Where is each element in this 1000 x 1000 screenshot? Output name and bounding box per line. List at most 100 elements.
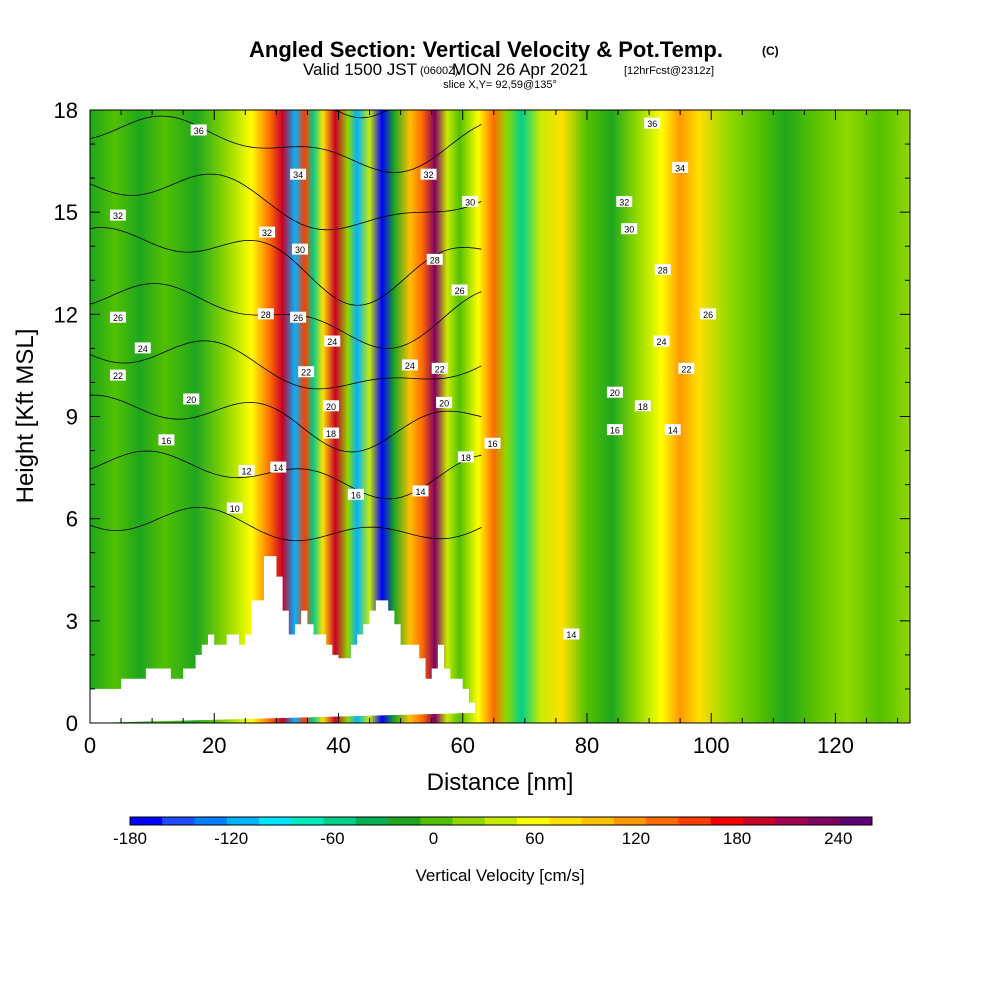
theta-contour-22 <box>90 173 482 231</box>
contour-label-box <box>257 308 274 320</box>
colorbar-swatch <box>613 817 647 825</box>
colorbar-swatch <box>549 817 582 825</box>
colorbar-swatch <box>162 817 195 825</box>
contour-label-box <box>109 311 126 323</box>
colorbar-swatch <box>678 817 711 825</box>
theta-contour-18 <box>90 283 482 349</box>
colorbar-swatch <box>742 817 776 825</box>
contour-labels: 36 32 26 24 22 20 16 12 10 14 34 32 30 28 26 24 22 20 18 16… <box>109 117 717 640</box>
colorbar-swatch <box>581 817 615 825</box>
contour-label: 26 <box>455 286 465 296</box>
colorbar-swatch <box>323 817 357 825</box>
contour-label: 30 <box>465 197 475 207</box>
contour-label-box <box>654 264 671 276</box>
contour-label-box <box>347 488 364 500</box>
contour-label-box <box>290 311 307 323</box>
colorbar-swatch <box>517 817 550 825</box>
x-tick-label: 60 <box>450 733 474 758</box>
terrain <box>90 556 482 723</box>
contour-label-box <box>183 393 200 405</box>
x-tick-label: 0 <box>84 733 96 758</box>
colorbar-swatch <box>839 817 873 825</box>
velocity-field-rect <box>90 110 910 723</box>
contour-label: 32 <box>113 211 123 221</box>
contour-label-box <box>644 117 661 129</box>
x-tick-label: 80 <box>575 733 599 758</box>
contour-label: 18 <box>638 402 648 412</box>
colorbar-tick-label: -120 <box>214 829 248 848</box>
contour-label-box <box>451 284 468 296</box>
contour-label-box <box>270 461 287 473</box>
theta-contour-20 <box>90 227 482 306</box>
colorbar-swatch <box>420 817 453 825</box>
contour-label: 32 <box>424 170 434 180</box>
theta-contour-14 <box>90 394 482 453</box>
theta-contour-16 <box>90 340 482 390</box>
y-tick-label: 0 <box>66 711 78 736</box>
plot-area: 36 32 26 24 22 20 16 12 10 14 34 32 30 28 26 24 22 20 18 16… <box>90 110 910 723</box>
contour-label: 12 <box>242 466 252 476</box>
colorbar-swatch <box>388 817 421 825</box>
contour-label: 28 <box>658 266 668 276</box>
contour-label-box <box>412 485 429 497</box>
y-axis-label: Height [Kft MSL] <box>12 329 39 504</box>
colorbar-swatch <box>452 817 486 825</box>
contour-label-box <box>436 396 453 408</box>
colorbar-swatch <box>807 817 841 825</box>
contour-label-box <box>226 502 243 514</box>
contour-label-box <box>158 434 175 446</box>
colorbar-swatch <box>194 817 228 825</box>
colorbar-tick-label: -180 <box>113 829 147 848</box>
contour-label: 18 <box>461 453 471 463</box>
contour-label-box <box>634 400 651 412</box>
contour-label-box <box>323 400 340 412</box>
contour-label: 20 <box>439 398 449 408</box>
contour-label-box <box>420 168 437 180</box>
x-tick-label: 20 <box>202 733 226 758</box>
contour-label-box <box>109 369 126 381</box>
theta-contour-10 <box>90 507 482 542</box>
contour-label: 28 <box>430 255 440 265</box>
contour-label-box <box>484 437 501 449</box>
chart-title-mark: (C) <box>762 44 779 58</box>
colorbar-swatch <box>775 817 808 825</box>
colorbar-tick-label: 240 <box>824 829 852 848</box>
contour-label: 10 <box>230 504 240 514</box>
contour-label: 24 <box>138 344 148 354</box>
contour-label: 34 <box>293 170 303 180</box>
contour-label-box <box>563 628 580 640</box>
subtitle-date: MON 26 Apr 2021 <box>452 60 588 79</box>
colorbar-label: Vertical Velocity [cm/s] <box>415 866 584 885</box>
contour-label-box <box>238 464 255 476</box>
contour-label-box <box>324 335 341 347</box>
theta-contour-24 <box>90 115 482 173</box>
contour-label-box <box>259 226 276 238</box>
colorbar-swatch <box>710 817 744 825</box>
contour-label: 16 <box>610 426 620 436</box>
contour-label: 28 <box>261 310 271 320</box>
contour-label-box <box>462 195 479 207</box>
contour-label: 30 <box>295 245 305 255</box>
contour-label-box <box>431 362 448 374</box>
y-tick-label: 9 <box>66 405 78 430</box>
contour-label: 24 <box>657 337 667 347</box>
contour-label: 14 <box>415 487 425 497</box>
y-tick-label: 6 <box>66 507 78 532</box>
contour-label-box <box>190 124 207 136</box>
contour-label: 22 <box>301 368 311 378</box>
colorbar-swatch <box>130 817 163 825</box>
contour-label-box <box>426 253 443 265</box>
contour-label: 16 <box>351 490 361 500</box>
contour-label: 26 <box>293 313 303 323</box>
colorbar-tick-label: 180 <box>723 829 751 848</box>
contour-label: 30 <box>624 225 634 235</box>
contour-label-box <box>606 424 623 436</box>
colorbar-tick-label: 120 <box>622 829 650 848</box>
contour-label-box <box>457 451 474 463</box>
contour-label-box <box>323 427 340 439</box>
velocity-field <box>90 110 910 723</box>
chart-title: Angled Section: Vertical Velocity & Pot.… <box>249 37 723 62</box>
contour-label: 14 <box>668 426 678 436</box>
contour-label: 22 <box>681 364 691 374</box>
